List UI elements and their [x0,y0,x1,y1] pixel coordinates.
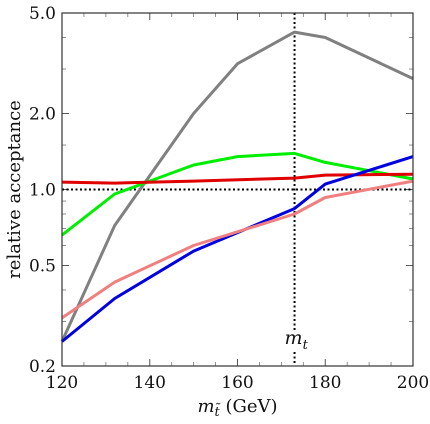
y-tick-label: 0.5 [29,257,56,277]
x-tick-label: 140 [134,373,166,393]
mt-reference-label: mt [285,327,309,353]
data-series [60,30,414,343]
y-tick-label: 5.0 [29,4,56,24]
x-tick-label: 180 [309,373,341,393]
y-tick-label: 0.2 [29,357,56,377]
y-tick-label: 1.0 [29,181,56,201]
reference-lines [62,13,413,366]
x-axis-label: mt̃ (GeV) [197,396,277,420]
x-tick-label: 120 [46,373,78,393]
mt-label-sub: t [303,338,309,353]
x-axis-label-unit: (GeV) [220,396,278,417]
series-line-1 [60,30,414,343]
tick-labels: 120 140 160 180 200 0.2 0.5 1.0 2.0 5.0 [29,4,429,393]
series-line-5 [61,179,414,320]
y-tick-label: 2.0 [29,104,56,124]
y-axis-label: relative acceptance [4,100,25,279]
x-axis-label-sub: t̃ [215,403,221,420]
x-tick-label: 160 [221,373,253,393]
x-axis-label-main: m [197,396,214,417]
series-line-2 [61,151,414,237]
plot-frame [61,12,414,367]
x-tick-label: 200 [397,373,429,393]
mt-label-main: m [285,327,303,349]
series-line-3 [61,172,414,185]
